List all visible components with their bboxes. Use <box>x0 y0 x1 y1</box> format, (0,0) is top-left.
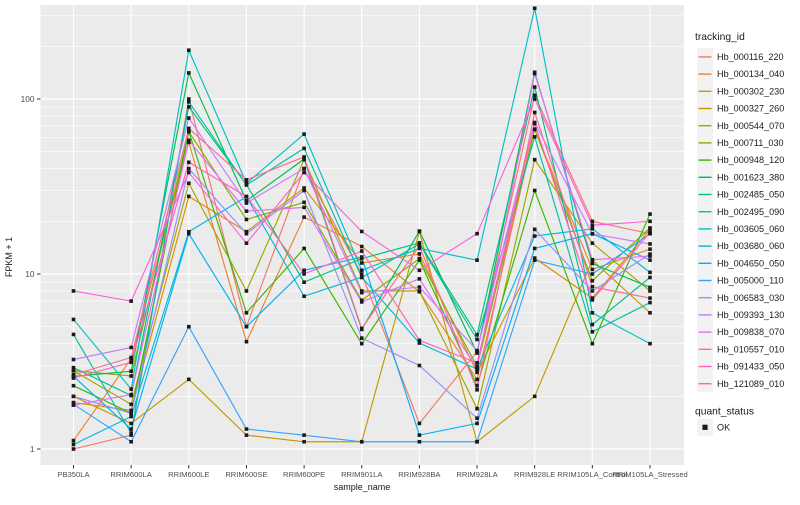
svg-text:Hb_000302_230: Hb_000302_230 <box>717 86 784 96</box>
svg-text:Hb_000116_220: Hb_000116_220 <box>717 52 784 62</box>
svg-text:RRIM600PE: RRIM600PE <box>283 470 325 479</box>
svg-text:Hb_003680_060: Hb_003680_060 <box>717 241 784 251</box>
svg-text:RRIM600LA: RRIM600LA <box>110 470 152 479</box>
svg-text:quant_status: quant_status <box>695 406 754 417</box>
svg-text:Hb_000544_070: Hb_000544_070 <box>717 121 784 131</box>
svg-text:10: 10 <box>25 269 35 279</box>
svg-text:Hb_000134_040: Hb_000134_040 <box>717 69 784 79</box>
svg-text:Hb_006583_030: Hb_006583_030 <box>717 293 784 303</box>
svg-text:Hb_005000_110: Hb_005000_110 <box>717 276 784 286</box>
svg-text:FPKM + 1: FPKM + 1 <box>4 237 14 277</box>
svg-text:OK: OK <box>717 422 730 432</box>
svg-text:RRIM600LE: RRIM600LE <box>168 470 209 479</box>
svg-text:RRIM928BA: RRIM928BA <box>398 470 441 479</box>
svg-text:RRIM105LA_Stressed: RRIM105LA_Stressed <box>612 470 688 479</box>
svg-text:1: 1 <box>30 444 35 454</box>
svg-text:Hb_010557_010: Hb_010557_010 <box>717 344 784 354</box>
svg-text:RRIM901LA: RRIM901LA <box>341 470 383 479</box>
svg-text:100: 100 <box>21 94 35 104</box>
svg-text:Hb_002485_050: Hb_002485_050 <box>717 190 784 200</box>
svg-text:Hb_000327_260: Hb_000327_260 <box>717 104 784 114</box>
svg-text:tracking_id: tracking_id <box>695 32 745 43</box>
svg-text:sample_name: sample_name <box>334 482 391 492</box>
svg-text:PB350LA: PB350LA <box>57 470 90 479</box>
svg-text:Hb_001623_380: Hb_001623_380 <box>717 172 784 182</box>
svg-text:Hb_004650_050: Hb_004650_050 <box>717 258 784 268</box>
svg-text:Hb_000711_030: Hb_000711_030 <box>717 138 784 148</box>
svg-text:Hb_000948_120: Hb_000948_120 <box>717 155 784 165</box>
svg-text:Hb_009393_130: Hb_009393_130 <box>717 310 784 320</box>
svg-text:Hb_091433_050: Hb_091433_050 <box>717 362 784 372</box>
svg-text:Hb_003605_060: Hb_003605_060 <box>717 224 784 234</box>
svg-text:RRIM928LE: RRIM928LE <box>514 470 555 479</box>
svg-text:RRIM928LA: RRIM928LA <box>456 470 498 479</box>
svg-text:RRIM600SE: RRIM600SE <box>225 470 267 479</box>
svg-text:Hb_002495_090: Hb_002495_090 <box>717 207 784 217</box>
svg-text:Hb_009838_070: Hb_009838_070 <box>717 327 784 337</box>
svg-text:Hb_121089_010: Hb_121089_010 <box>717 379 784 389</box>
